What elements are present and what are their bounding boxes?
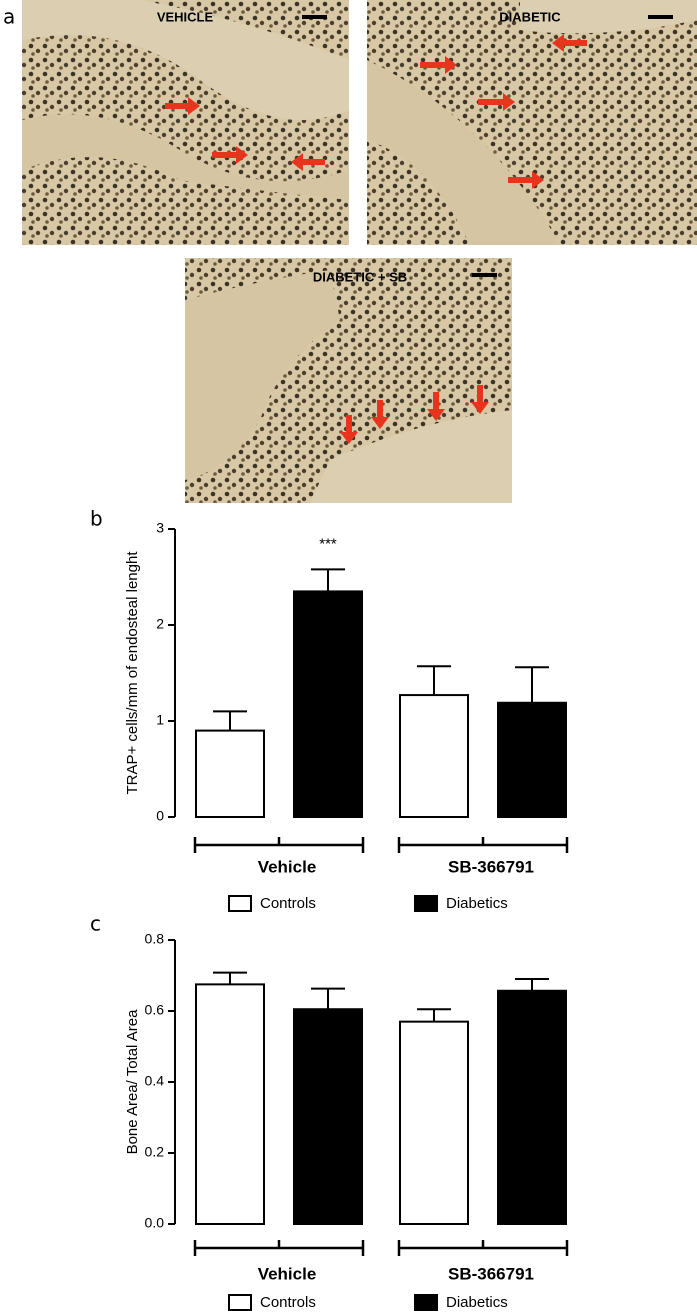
panel-letter: b	[90, 507, 103, 531]
micrograph-label: DIABETIC + SB	[313, 269, 407, 284]
y-tick-label: 0.2	[145, 1144, 165, 1160]
micrograph-label: DIABETIC	[499, 9, 561, 24]
y-tick-label: 0.0	[145, 1215, 165, 1231]
y-tick-label: 0.8	[145, 931, 165, 947]
legend-swatch	[228, 1294, 252, 1311]
legend-label: Controls	[260, 895, 316, 912]
y-tick-label: 0.6	[145, 1002, 165, 1018]
micrograph-diabetic	[367, 0, 697, 245]
legend-swatch	[228, 895, 252, 912]
micrograph-label: VEHICLE	[157, 9, 214, 24]
y-tick-label: 0.4	[145, 1073, 165, 1089]
bar	[399, 694, 469, 819]
bar	[293, 1008, 363, 1225]
annotation: ***	[319, 535, 337, 552]
x-group-label: Vehicle	[258, 857, 317, 876]
bar	[195, 983, 265, 1225]
panel-letter: a	[3, 5, 15, 29]
x-group-label: SB-366791	[448, 857, 534, 876]
y-axis-label: TRAP+ cells/mm of endosteal lenght	[124, 551, 141, 795]
bar	[399, 1020, 469, 1226]
x-group-label: SB-366791	[448, 1264, 534, 1283]
legend-swatch	[414, 895, 438, 912]
bar	[497, 701, 567, 819]
y-tick-label: 0	[156, 808, 164, 824]
legend-label: Controls	[260, 1294, 316, 1311]
micrograph-diabetic-sb	[185, 258, 512, 503]
y-axis-label: Bone Area/ Total Area	[124, 1009, 141, 1154]
bar	[497, 989, 567, 1226]
bar	[195, 729, 265, 818]
legend-swatch	[414, 1294, 438, 1311]
legend-label: Diabetics	[446, 895, 508, 912]
panel-letter: c	[90, 912, 101, 936]
y-tick-label: 3	[156, 520, 164, 536]
x-group-label: Vehicle	[258, 1264, 317, 1283]
legend-label: Diabetics	[446, 1294, 508, 1311]
bar	[293, 590, 363, 819]
y-tick-label: 1	[156, 712, 164, 728]
y-tick-label: 2	[156, 616, 164, 632]
micrograph-vehicle	[22, 0, 349, 245]
